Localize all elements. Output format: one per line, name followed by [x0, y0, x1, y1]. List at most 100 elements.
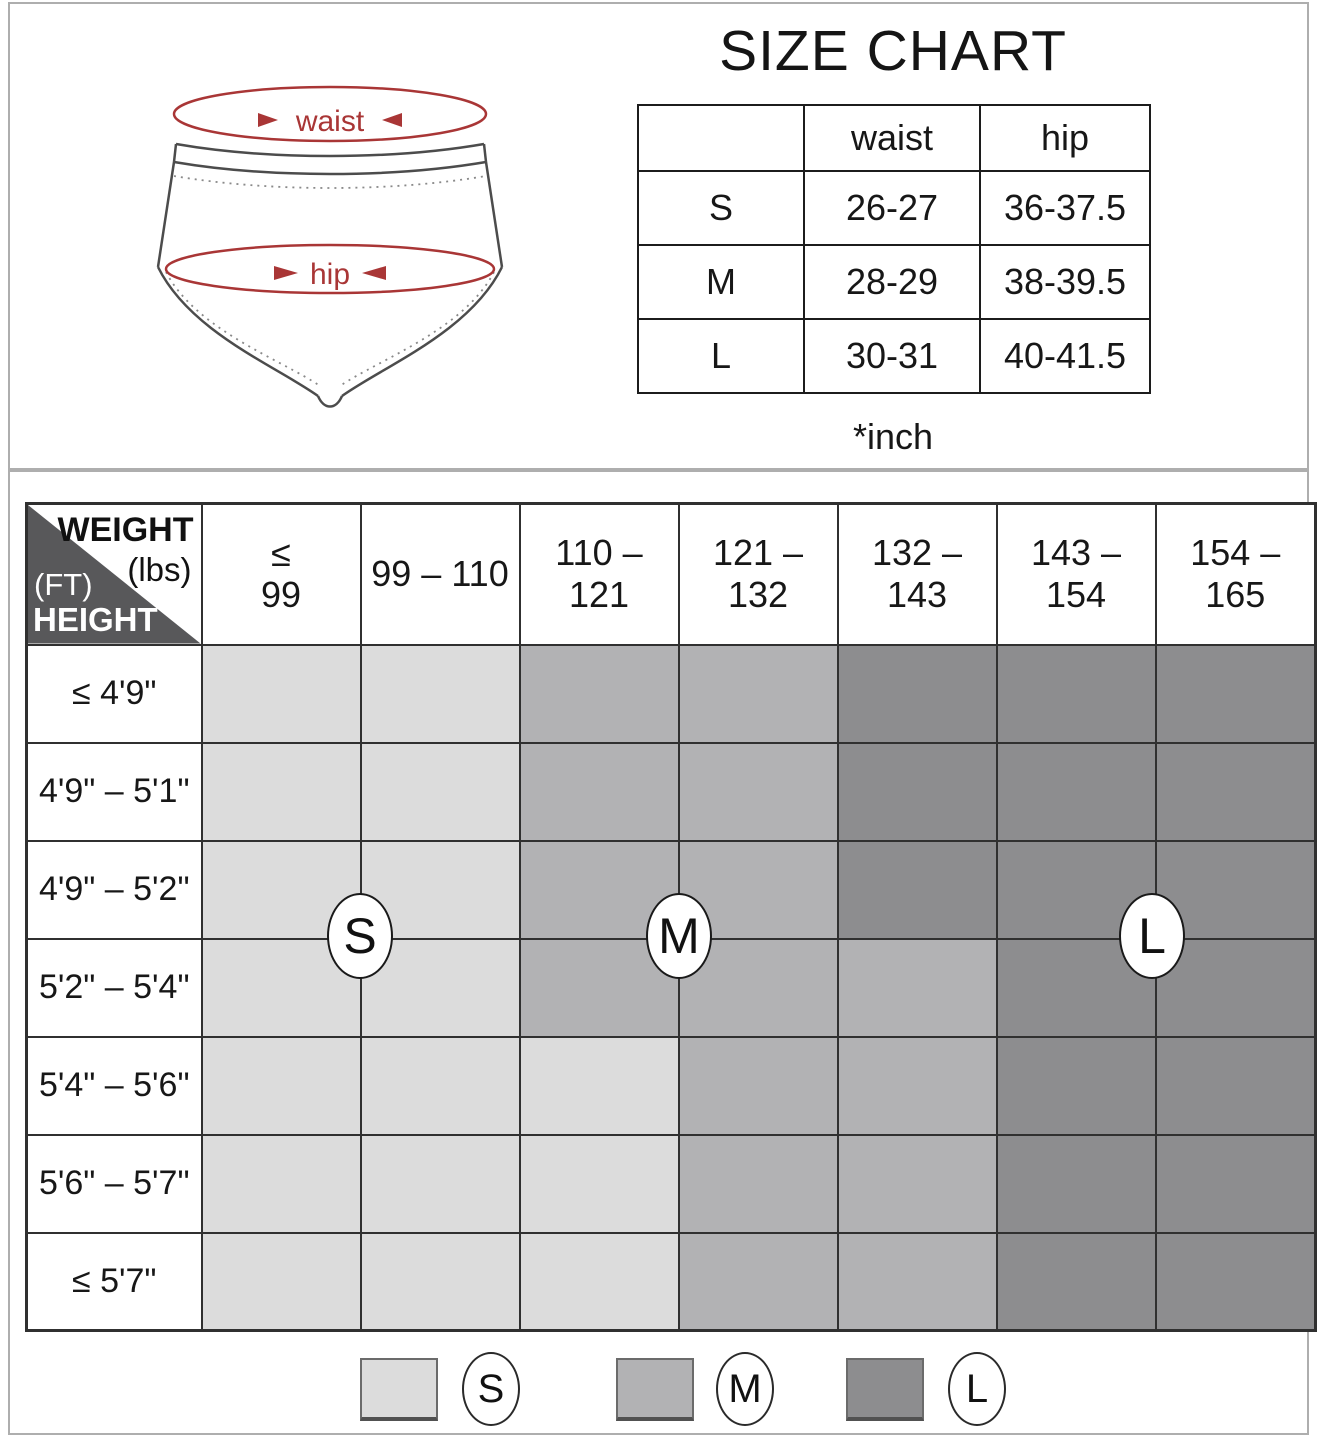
height-weight-matrix: WEIGHT (lbs) (FT) HEIGHT ≤ 99 99 – 110 110… — [25, 502, 1317, 1332]
legend-swatch-s — [360, 1358, 438, 1421]
size-cell-L — [995, 643, 1157, 744]
size-cell-M — [677, 1035, 839, 1136]
corner-diagonal-triangle — [28, 505, 201, 644]
size-circle-s: S — [327, 893, 393, 979]
weight-column-header: 110 – 121 — [518, 502, 680, 646]
height-row-header: 5'2" – 5'4" — [25, 937, 203, 1038]
size-cell-L — [836, 643, 998, 744]
measurement-table-row-S: S 26-27 36-37.5 — [637, 170, 1151, 246]
matrix-corner-cell: WEIGHT (lbs) (FT) HEIGHT — [25, 502, 203, 646]
corner-height-unit: (FT) — [34, 567, 93, 602]
size-cell-M — [677, 741, 839, 842]
measurement-cell: L — [637, 318, 805, 394]
height-row-header: ≤ 4'9" — [25, 643, 203, 744]
legend-circle-l: L — [948, 1352, 1006, 1426]
measurement-cell: 36-37.5 — [979, 170, 1151, 246]
size-cell-M — [836, 1231, 998, 1332]
weight-column-header: 154 – 165 — [1154, 502, 1317, 646]
size-cell-S — [200, 741, 362, 842]
matrix-row: ≤ 5'7" — [25, 1231, 1317, 1332]
height-row-header: 5'4" – 5'6" — [25, 1035, 203, 1136]
matrix-row: 5'6" – 5'7" — [25, 1133, 1317, 1234]
size-cell-L — [995, 1231, 1157, 1332]
size-cell-S — [359, 1231, 521, 1332]
size-cell-M — [518, 643, 680, 744]
size-cell-L — [836, 839, 998, 940]
weight-column-header: 143 – 154 — [995, 502, 1157, 646]
matrix-row: ≤ 4'9" — [25, 643, 1317, 744]
size-cell-S — [200, 1035, 362, 1136]
size-cell-L — [1154, 1231, 1317, 1332]
measurement-table: waist hip S 26-27 36-37.5 M 28-29 38-39.5 L 30-31… — [637, 104, 1151, 394]
size-cell-M — [518, 741, 680, 842]
waist-annotation: waist — [172, 85, 488, 143]
measurement-table-header-hip: hip — [979, 104, 1151, 172]
size-cell-L — [1154, 1035, 1317, 1136]
legend-circle-s: S — [462, 1352, 520, 1426]
size-cell-L — [995, 741, 1157, 842]
matrix-row: 4'9" – 5'1" — [25, 741, 1317, 842]
size-cell-M — [677, 1231, 839, 1332]
weight-column-header: 99 – 110 — [359, 502, 521, 646]
size-cell-S — [518, 1133, 680, 1234]
weight-column-header: 121 – 132 — [677, 502, 839, 646]
size-cell-S — [518, 1035, 680, 1136]
size-cell-L — [1154, 741, 1317, 842]
matrix-row: 5'2" – 5'4" — [25, 937, 1317, 1038]
measurement-table-row-M: M 28-29 38-39.5 — [637, 244, 1151, 320]
size-circle-m: M — [646, 893, 712, 979]
size-cell-L — [995, 1035, 1157, 1136]
height-row-header: ≤ 5'7" — [25, 1231, 203, 1332]
matrix-row: 5'4" – 5'6" — [25, 1035, 1317, 1136]
size-cell-M — [677, 643, 839, 744]
size-cell-S — [200, 643, 362, 744]
weight-column-header: 132 – 143 — [836, 502, 998, 646]
size-cell-L — [836, 741, 998, 842]
waist-label: waist — [295, 105, 365, 138]
size-cell-S — [359, 1133, 521, 1234]
underwear-measure-diagram: waist hip — [156, 85, 504, 408]
size-cell-M — [677, 1133, 839, 1234]
size-cell-M — [836, 1133, 998, 1234]
size-cell-S — [200, 1133, 362, 1234]
size-cell-S — [518, 1231, 680, 1332]
measurement-cell: S — [637, 170, 805, 246]
hip-label: hip — [310, 258, 350, 291]
measurement-cell: 28-29 — [803, 244, 981, 320]
size-cell-S — [359, 1035, 521, 1136]
legend-swatch-l — [846, 1358, 924, 1421]
weight-column-header: ≤ 99 — [200, 502, 362, 646]
height-row-header: 4'9" – 5'2" — [25, 839, 203, 940]
top-panel: SIZE CHART — [8, 2, 1309, 470]
size-cell-S — [200, 839, 362, 940]
size-cell-L — [1154, 643, 1317, 744]
height-row-header: 4'9" – 5'1" — [25, 741, 203, 842]
height-row-header: 5'6" – 5'7" — [25, 1133, 203, 1234]
measurement-cell: 40-41.5 — [979, 318, 1151, 394]
size-cell-S — [359, 643, 521, 744]
corner-weight-unit: (lbs) — [127, 551, 192, 588]
hip-annotation: hip — [164, 243, 496, 295]
size-cell-S — [200, 1231, 362, 1332]
legend-circle-m: M — [716, 1352, 774, 1426]
size-circle-l: L — [1119, 893, 1185, 979]
measurement-cell: M — [637, 244, 805, 320]
corner-weight-label: WEIGHT — [57, 511, 194, 549]
unit-note: *inch — [852, 416, 934, 457]
size-cell-M — [836, 937, 998, 1038]
measurement-table-header-blank — [637, 104, 805, 172]
stitch-lines — [165, 175, 495, 387]
size-cell-L — [995, 1133, 1157, 1234]
garment-outline — [156, 142, 504, 408]
size-cell-M — [836, 1035, 998, 1136]
measurement-cell: 30-31 — [803, 318, 981, 394]
page-title: SIZE CHART — [719, 19, 1067, 83]
matrix-row: 4'9" – 5'2" — [25, 839, 1317, 940]
measurement-table-row-L: L 30-31 40-41.5 — [637, 318, 1151, 394]
measurement-cell: 38-39.5 — [979, 244, 1151, 320]
legend-swatch-m — [616, 1358, 694, 1421]
measurement-table-header-waist: waist — [803, 104, 981, 172]
size-cell-S — [359, 741, 521, 842]
corner-height-label: HEIGHT — [33, 600, 158, 638]
